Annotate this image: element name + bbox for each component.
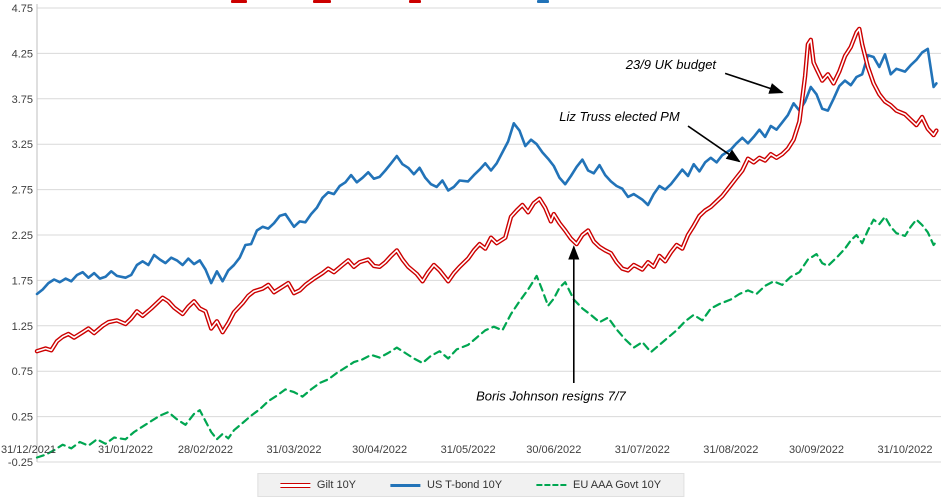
- us-tbond-line-swatch: [390, 483, 421, 487]
- y-axis-tick-label: -0.25: [8, 457, 33, 469]
- x-axis-tick-label: 31/05/2022: [441, 444, 496, 456]
- cropped-title-fragment: [537, 0, 549, 3]
- annotation-label: 23/9 UK budget: [625, 57, 718, 72]
- eu-aaa-line-swatch: [536, 484, 567, 486]
- y-axis-tick-label: 4.25: [12, 48, 33, 60]
- x-axis-tick-label: 30/09/2022: [789, 444, 844, 456]
- x-axis-tick-label: 31/03/2022: [266, 444, 321, 456]
- x-axis-tick-label: 31/12/2021: [1, 444, 56, 456]
- annotation-arrow: [687, 125, 741, 163]
- y-axis-tick-label: 3.75: [12, 94, 33, 106]
- legend-label-us-tbond: US T-bond 10Y: [427, 479, 503, 491]
- x-axis-tick-label: 30/04/2022: [352, 444, 407, 456]
- legend-item-gilt: Gilt 10Y: [279, 479, 357, 491]
- y-axis-tick-label: 1.25: [12, 321, 33, 333]
- legend-label-eu-aaa: EU AAA Govt 10Y: [573, 479, 662, 491]
- x-axis-tick-label: 31/08/2022: [703, 444, 758, 456]
- y-axis-tick-label: 0.75: [12, 366, 33, 378]
- series-line-gilt-inner: [36, 28, 938, 353]
- y-axis-tick-label: 2.25: [12, 230, 33, 242]
- y-axis-tick-label: 2.75: [12, 185, 33, 197]
- annotation-label: Liz Truss elected PM: [559, 109, 680, 124]
- y-axis-tick-label: 0.25: [12, 412, 33, 424]
- cropped-title-fragment: [409, 0, 421, 3]
- y-axis-tick-label: 1.75: [12, 275, 33, 287]
- x-axis-tick-label: 28/02/2022: [178, 444, 233, 456]
- x-axis-tick-label: 31/01/2022: [98, 444, 153, 456]
- annotation-label: Boris Johnson resigns 7/7: [476, 389, 626, 404]
- series-line-eu-aaa: [35, 215, 938, 459]
- cropped-title-fragment: [231, 0, 247, 3]
- series-line-us-tbond: [35, 47, 938, 296]
- cropped-title-fragment: [313, 0, 331, 3]
- legend-item-us-tbond: US T-bond 10Y: [390, 479, 502, 491]
- y-axis-tick-label: 3.25: [12, 139, 33, 151]
- chart-legend: Gilt 10Y US T-bond 10Y EU AAA Govt 10Y: [256, 473, 685, 497]
- legend-item-eu-aaa: EU AAA Govt 10Y: [536, 479, 661, 491]
- legend-label-gilt: Gilt 10Y: [316, 479, 357, 491]
- x-axis-tick-label: 30/06/2022: [526, 444, 581, 456]
- y-axis-tick-label: 4.75: [12, 3, 33, 15]
- x-axis-tick-label: 31/10/2022: [877, 444, 932, 456]
- x-axis-tick-label: 31/07/2022: [615, 444, 670, 456]
- annotation-arrow: [724, 72, 784, 94]
- gilt-line-swatch: [279, 482, 310, 488]
